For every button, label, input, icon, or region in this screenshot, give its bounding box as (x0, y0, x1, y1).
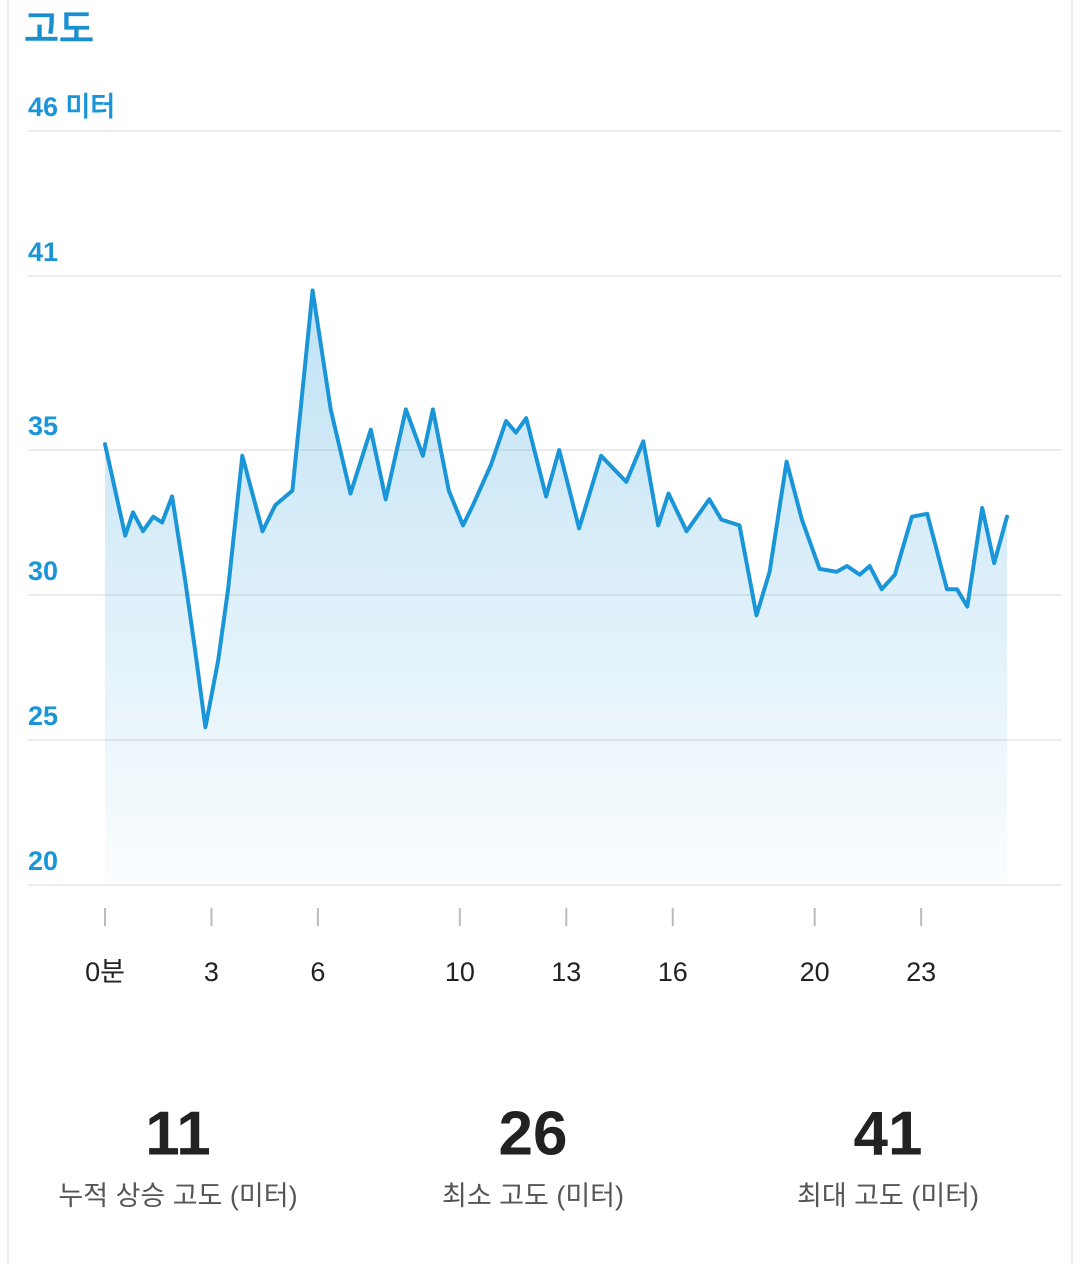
line (103, 288, 1009, 730)
x-tick-label: 23 (906, 957, 936, 987)
stats: 11 누적 상승 고도 (미터) 26 최소 고도 (미터) 41 최대 고도 (미터) (58, 1099, 979, 1211)
y-tick-label: 35 (28, 411, 58, 441)
chart: 20 25 30 35 41 46 미터 0분 3 6 10 13 16 20 23 (28, 92, 1062, 987)
y-tick-label: 25 (28, 701, 58, 731)
title: 고도 (24, 9, 94, 51)
stat-value: 41 (854, 1099, 923, 1168)
y-tick-label: 20 (28, 846, 58, 876)
area (105, 290, 1007, 885)
y-tick-label: 30 (28, 556, 58, 586)
stat-value: 11 (145, 1099, 211, 1168)
y-tick-label: 46 미터 (28, 92, 115, 122)
x-tick-label: 13 (551, 957, 581, 987)
x-tick-label: 10 (445, 957, 475, 987)
x-tick-label: 0분 (85, 957, 125, 987)
stat-label: 최소 고도 (미터) (442, 1181, 624, 1211)
stat-label: 최대 고도 (미터) (797, 1181, 979, 1211)
stat-value: 26 (499, 1099, 568, 1168)
stat-label: 누적 상승 고도 (미터) (58, 1181, 297, 1211)
x-tick-label: 20 (800, 957, 830, 987)
y-tick-label: 41 (28, 237, 58, 267)
x-tick-label: 3 (204, 957, 219, 987)
x-tick-label: 6 (310, 957, 325, 987)
x-tick-label: 16 (658, 957, 688, 987)
